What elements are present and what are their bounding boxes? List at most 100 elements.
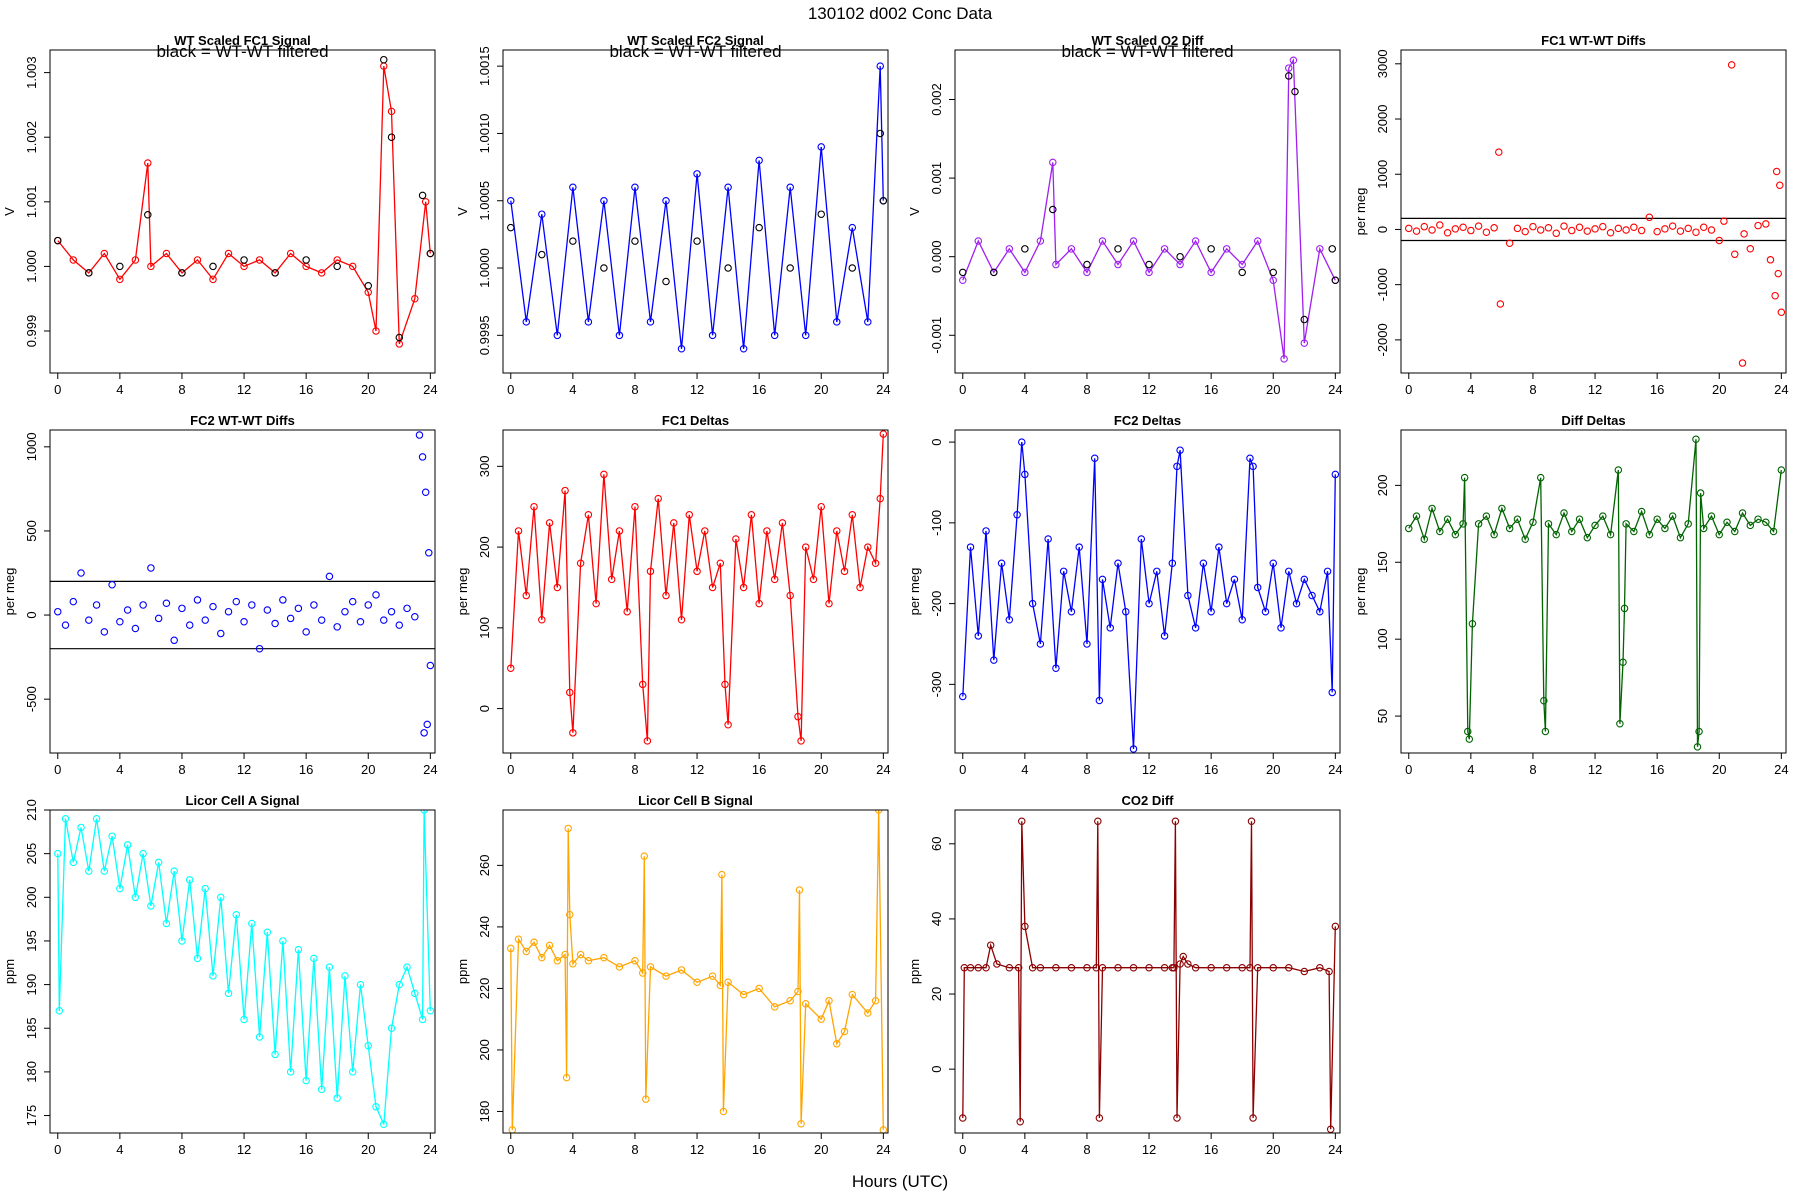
data-point (1067, 963, 1076, 972)
data-point (1176, 260, 1184, 269)
data-point (1769, 527, 1778, 536)
data-point (356, 980, 365, 989)
series-2 (507, 129, 888, 286)
data-point (154, 614, 163, 623)
data-point (825, 996, 833, 1005)
data-point (240, 256, 248, 264)
data-point (1684, 224, 1692, 233)
x-tick-label: 0 (959, 762, 966, 777)
data-point (1777, 308, 1786, 317)
data-point (801, 331, 810, 340)
data-point (640, 852, 649, 860)
data-point (1474, 520, 1483, 528)
y-axis: 180 200 220 240 260 (477, 855, 503, 1122)
x-tick-label: 0 (54, 382, 61, 397)
data-point (797, 737, 805, 745)
data-point (1428, 504, 1436, 513)
data-point (380, 55, 388, 64)
y-tick-label: 1.0005 (477, 181, 492, 221)
data-point (1459, 520, 1467, 528)
data-point (797, 1120, 805, 1128)
x-tick-label: 4 (1467, 762, 1474, 777)
data-point (1016, 1117, 1024, 1126)
x-tick-label: 8 (1083, 762, 1090, 777)
y-tick-label: -500 (24, 686, 39, 712)
data-point (638, 969, 647, 977)
data-point (1191, 624, 1200, 632)
data-point (642, 1095, 650, 1103)
data-point (1238, 260, 1246, 269)
data-point (1173, 462, 1181, 471)
data-point (530, 502, 538, 511)
data-point (693, 170, 701, 178)
plot-frame (502, 429, 889, 754)
data-point (564, 824, 572, 833)
data-point (302, 628, 310, 636)
data-point (507, 664, 515, 672)
data-point (1762, 518, 1770, 527)
data-point (1668, 222, 1677, 230)
panel-11: CO2 Diff 0 4 8 12 16 20 24 0 20 40 60 ppm (907, 793, 1343, 1157)
y-tick-label: 220 (477, 978, 492, 1000)
data-point (1269, 963, 1277, 972)
data-point (255, 256, 264, 264)
data-point (1049, 205, 1057, 214)
data-point (654, 494, 662, 503)
data-point (646, 567, 655, 576)
data-point (1544, 520, 1553, 528)
data-point (1622, 520, 1630, 528)
data-point (1160, 632, 1169, 640)
data-point (848, 990, 857, 999)
x-tick-label: 8 (631, 762, 638, 777)
y-tick-label: 0 (24, 611, 39, 618)
data-point (348, 597, 357, 606)
data-point (380, 616, 388, 624)
data-point (840, 567, 849, 576)
data-point (1498, 504, 1506, 513)
data-point (739, 345, 748, 353)
data-point (817, 1015, 825, 1023)
data-point (1766, 256, 1775, 264)
x-tick-label: 0 (507, 1142, 514, 1157)
data-point (1269, 559, 1277, 567)
data-point (421, 198, 430, 206)
data-point (1168, 559, 1177, 567)
data-point (1067, 245, 1076, 253)
y-tick-label: 0.999 (24, 315, 39, 348)
data-point (54, 236, 62, 245)
y-axis-label: per meg (455, 568, 470, 616)
data-point (364, 601, 372, 609)
data-point (54, 849, 62, 858)
x-tick-label: 16 (1650, 762, 1664, 777)
y-tick-label: 0 (929, 438, 944, 445)
data-point (1614, 466, 1623, 474)
data-point (1560, 509, 1568, 517)
data-point (719, 1107, 728, 1116)
x-axis: 0 4 8 12 16 20 24 (1405, 373, 1789, 397)
data-point (421, 488, 430, 496)
data-point (1145, 963, 1153, 972)
x-axis: 0 4 8 12 16 20 24 (507, 753, 891, 777)
series-line (510, 810, 884, 1130)
data-point (670, 519, 678, 527)
data-point (1490, 530, 1498, 539)
x-tick-label: 0 (1405, 382, 1412, 397)
data-point (224, 989, 233, 998)
data-point (876, 494, 884, 503)
data-point (162, 249, 171, 258)
data-point (770, 331, 779, 340)
y-axis-label: ppm (2, 959, 17, 984)
data-point (646, 318, 655, 326)
panel-title: FC1 WT-WT Diffs (1541, 33, 1646, 48)
data-point (631, 237, 639, 245)
data-point (1095, 696, 1104, 705)
data-point (1176, 960, 1184, 968)
data-point (724, 264, 732, 272)
series-1 (507, 810, 888, 1133)
data-point (1536, 473, 1545, 482)
data-point (263, 606, 272, 614)
data-point (69, 858, 78, 867)
x-tick-label: 24 (876, 1142, 890, 1157)
